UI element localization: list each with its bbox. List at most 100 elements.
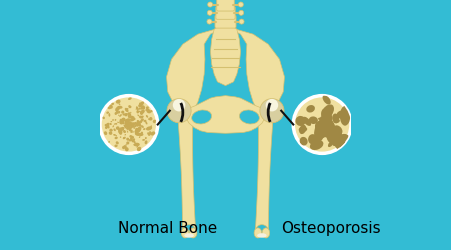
Ellipse shape [124,125,127,127]
Circle shape [266,100,278,112]
Ellipse shape [299,127,307,132]
Circle shape [207,20,212,25]
Ellipse shape [138,115,139,117]
Ellipse shape [110,129,113,132]
Circle shape [238,3,244,8]
Ellipse shape [130,119,132,121]
Ellipse shape [184,233,194,238]
Circle shape [173,100,185,112]
Ellipse shape [130,125,132,127]
Ellipse shape [146,116,148,118]
Ellipse shape [143,128,146,130]
Ellipse shape [310,140,323,150]
Ellipse shape [318,118,323,120]
Ellipse shape [149,132,151,134]
Ellipse shape [136,110,139,114]
Ellipse shape [118,106,123,109]
Ellipse shape [314,122,325,142]
Ellipse shape [120,137,121,138]
Ellipse shape [140,121,142,124]
Ellipse shape [130,118,135,122]
Ellipse shape [122,128,124,131]
Ellipse shape [334,120,340,124]
Ellipse shape [116,127,120,130]
Ellipse shape [126,128,129,130]
Ellipse shape [129,128,131,132]
Text: Normal Bone: Normal Bone [118,220,217,235]
Ellipse shape [118,107,119,108]
Ellipse shape [129,127,133,130]
Ellipse shape [124,126,126,129]
Ellipse shape [332,114,339,124]
Ellipse shape [129,116,133,118]
Ellipse shape [123,121,124,123]
Ellipse shape [125,108,129,113]
Ellipse shape [134,122,138,126]
Ellipse shape [133,128,135,130]
Ellipse shape [123,146,127,149]
Ellipse shape [115,136,117,137]
Ellipse shape [113,134,116,136]
Ellipse shape [326,125,337,144]
Ellipse shape [153,122,156,124]
Ellipse shape [315,121,325,131]
Ellipse shape [126,142,129,145]
Ellipse shape [127,108,129,110]
Ellipse shape [127,132,129,133]
Ellipse shape [321,127,328,133]
Ellipse shape [144,120,147,123]
Ellipse shape [129,130,130,131]
Ellipse shape [112,120,114,122]
Ellipse shape [110,124,112,126]
Ellipse shape [136,107,138,110]
Ellipse shape [125,122,127,124]
Ellipse shape [128,114,131,118]
Ellipse shape [138,105,142,108]
Text: Osteoporosis: Osteoporosis [281,220,380,235]
Ellipse shape [122,146,125,150]
Ellipse shape [309,117,318,124]
Ellipse shape [119,104,120,106]
Ellipse shape [129,124,132,127]
Ellipse shape [118,129,122,132]
Ellipse shape [120,121,123,124]
Ellipse shape [135,130,139,132]
Ellipse shape [122,122,125,125]
Ellipse shape [115,112,117,116]
Ellipse shape [142,140,145,141]
Ellipse shape [138,134,143,136]
Circle shape [100,96,158,154]
Ellipse shape [262,228,270,238]
Ellipse shape [322,96,331,105]
Ellipse shape [120,119,124,125]
Ellipse shape [135,132,140,136]
Ellipse shape [128,124,130,125]
Ellipse shape [125,121,129,124]
Ellipse shape [317,120,327,139]
Ellipse shape [132,139,135,143]
Polygon shape [178,120,196,232]
Ellipse shape [320,123,327,133]
Ellipse shape [109,132,112,135]
Ellipse shape [152,132,155,135]
Ellipse shape [129,123,135,127]
Ellipse shape [340,106,350,126]
Ellipse shape [321,105,334,120]
Ellipse shape [147,133,151,136]
Ellipse shape [121,111,124,114]
Ellipse shape [150,126,152,128]
Ellipse shape [115,120,116,121]
Ellipse shape [133,132,134,133]
Ellipse shape [132,118,133,119]
Ellipse shape [143,120,146,122]
Ellipse shape [147,110,151,114]
Ellipse shape [306,106,315,113]
Ellipse shape [122,119,125,122]
Ellipse shape [107,125,110,128]
Ellipse shape [116,109,118,111]
Ellipse shape [136,109,137,110]
Ellipse shape [139,103,141,105]
Ellipse shape [153,120,156,123]
Ellipse shape [303,117,311,127]
Ellipse shape [321,109,332,123]
